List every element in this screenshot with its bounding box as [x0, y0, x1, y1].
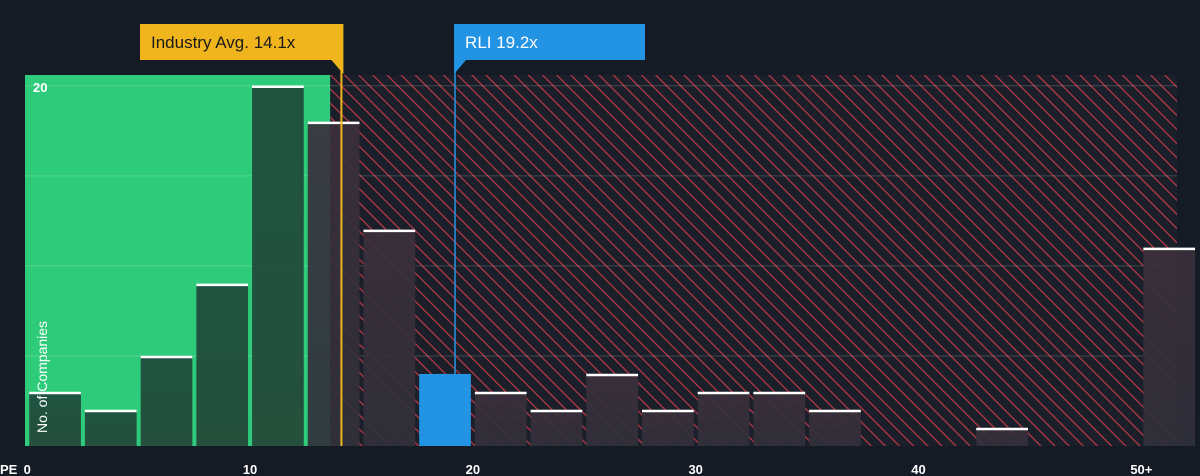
- industry-average-callout: Industry Avg. 14.1x: [140, 24, 344, 74]
- x-tick-label: 0: [24, 462, 31, 476]
- x-tick-label: 10: [243, 462, 257, 476]
- company-label: RLI 19.2x: [465, 33, 538, 52]
- histogram-bar: [140, 355, 193, 446]
- x-tick-label: 50+: [1130, 462, 1152, 476]
- value-markers: [340, 60, 456, 446]
- company-callout: RLI 19.2x: [454, 24, 645, 74]
- y-axis-label: No. of Companies: [34, 321, 50, 433]
- y-tick-label: 20: [33, 80, 47, 95]
- x-axis-label: PE: [0, 462, 18, 476]
- histogram-bar: [641, 409, 694, 446]
- histogram-bar: [307, 121, 360, 446]
- histogram-bar: [84, 409, 137, 446]
- histogram-bar: [1143, 247, 1196, 446]
- x-tick-label: 30: [688, 462, 702, 476]
- axes: PE No. of Companies 0 10 20 30 40 50+ 20: [0, 80, 1153, 476]
- histogram-bar: [530, 409, 583, 446]
- histogram-bar: [697, 391, 750, 446]
- histogram-bar: [586, 373, 638, 446]
- x-tick-label: 20: [466, 462, 480, 476]
- histogram-bar: [29, 391, 81, 446]
- histogram-bar: [753, 391, 806, 446]
- histogram-bar: [196, 283, 249, 446]
- callouts: Industry Avg. 14.1x RLI 19.2x: [140, 24, 645, 74]
- histogram-bars: [29, 85, 1196, 447]
- industry-average-callout-box: [140, 24, 344, 74]
- overvalued-zone: [330, 75, 1177, 446]
- industry-average-label: Industry Avg. 14.1x: [151, 33, 296, 52]
- x-tick-label: 40: [911, 462, 925, 476]
- histogram-bar: [474, 391, 527, 446]
- histogram-bar: [419, 373, 471, 446]
- histogram-bar: [809, 409, 861, 446]
- histogram-bar: [976, 427, 1028, 446]
- histogram-bar: [252, 85, 304, 447]
- company-callout-box: [454, 24, 645, 74]
- histogram-bar: [363, 229, 416, 446]
